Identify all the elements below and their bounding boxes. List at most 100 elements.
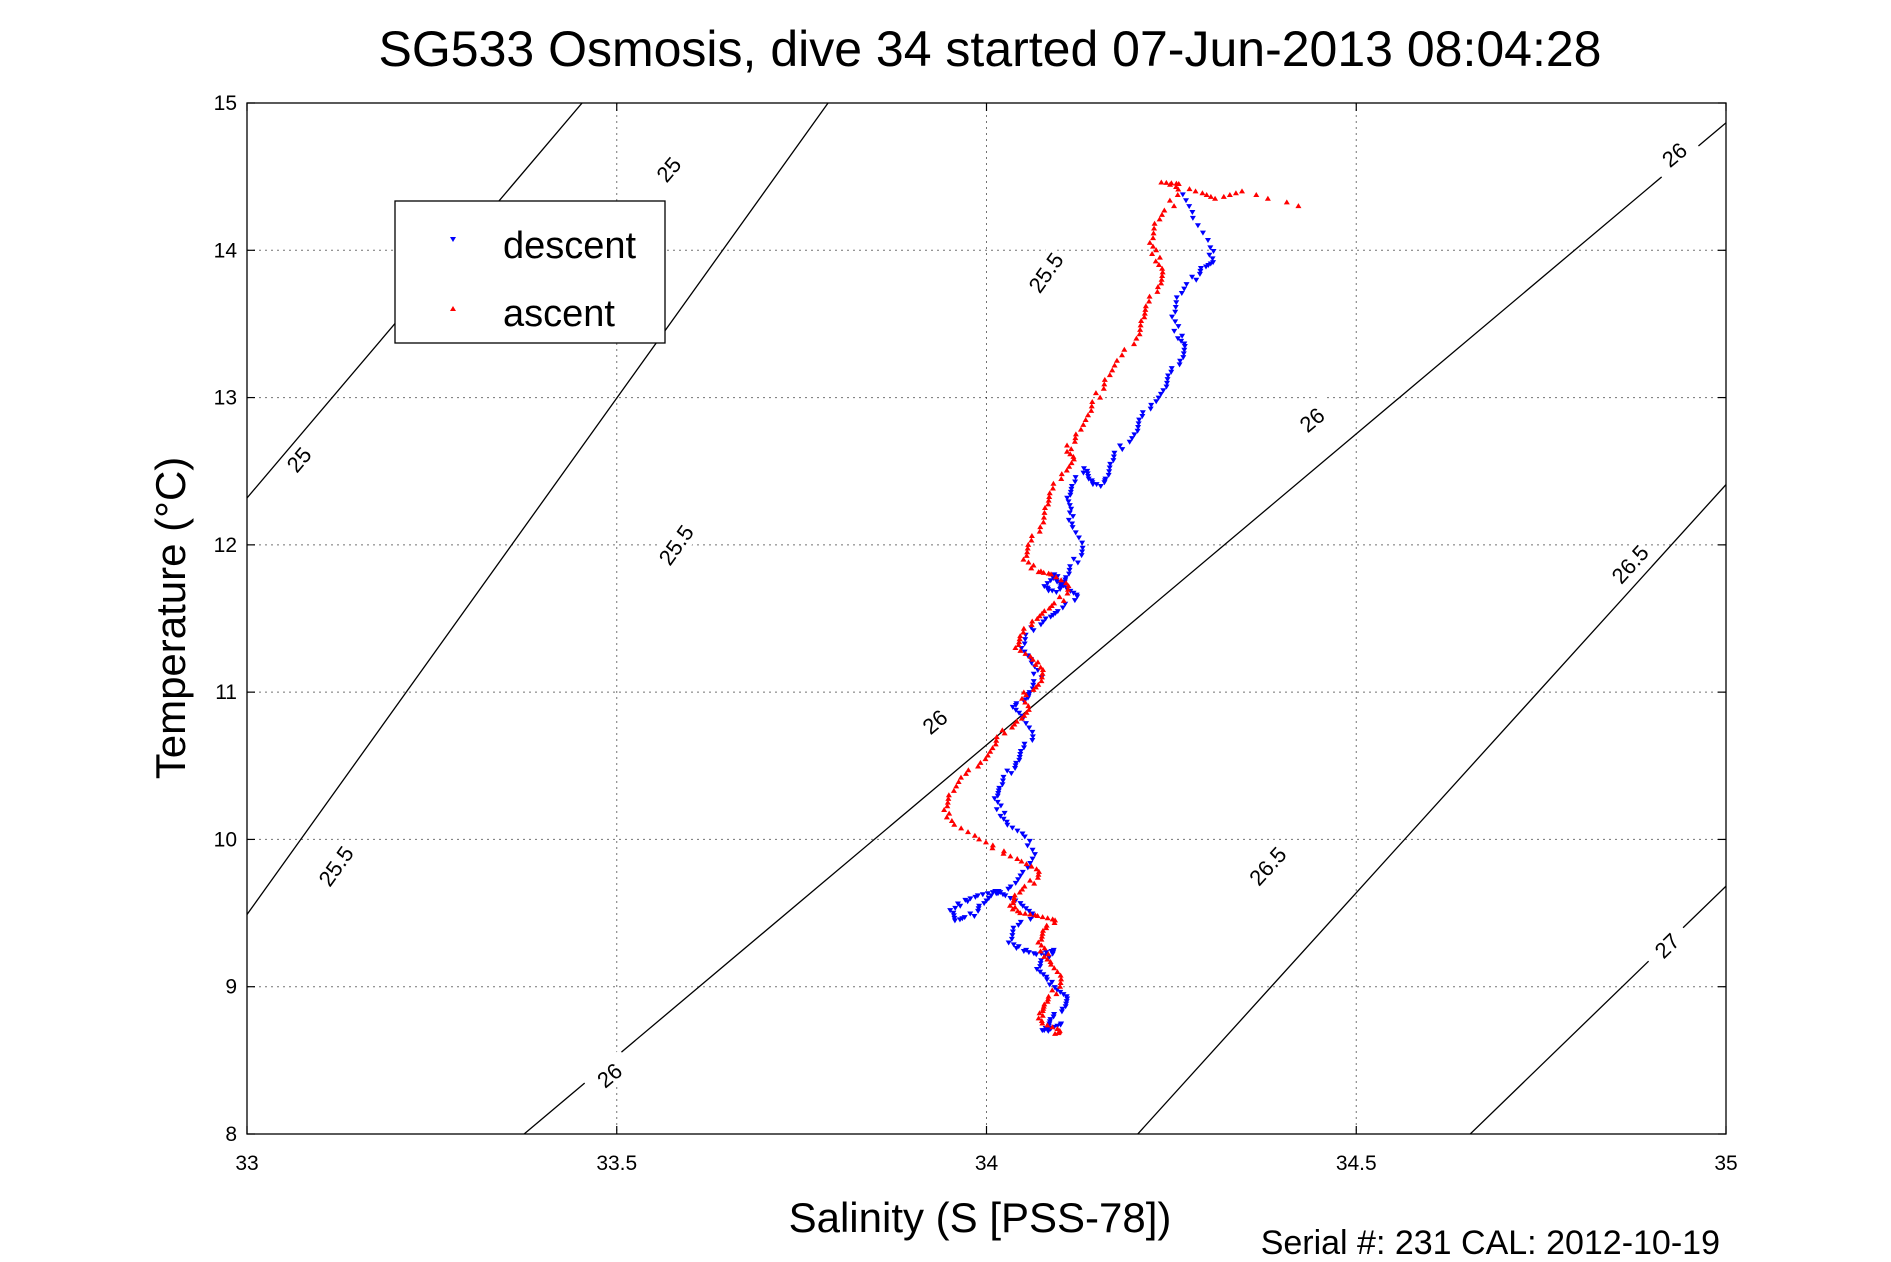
- descent-point: [956, 917, 963, 923]
- ascent-point: [1048, 961, 1055, 967]
- descent-point: [1153, 399, 1160, 405]
- ascent-point: [1153, 247, 1160, 253]
- descent-point: [1014, 828, 1021, 834]
- ascent-point: [989, 745, 996, 751]
- ascent-point: [1024, 549, 1031, 555]
- ascent-point: [1023, 692, 1030, 698]
- ascent-point: [1159, 269, 1166, 275]
- ascent-point: [1024, 545, 1031, 551]
- descent-point: [1193, 277, 1200, 283]
- descent-point: [1033, 952, 1040, 958]
- descent-point: [1084, 468, 1091, 474]
- ascent-point: [1121, 346, 1128, 352]
- ascent-point: [1151, 225, 1158, 231]
- descent-point: [981, 901, 988, 907]
- x-tick-label: 33.5: [596, 1152, 637, 1175]
- ascent-point: [1053, 574, 1060, 580]
- descent-point: [1010, 925, 1017, 931]
- descent-point: [1057, 989, 1064, 995]
- ascent-point: [1151, 220, 1158, 226]
- ascent-point: [1028, 622, 1035, 628]
- descent-point: [1172, 319, 1179, 325]
- ascent-point: [1152, 258, 1159, 264]
- ascent-point: [1058, 577, 1065, 583]
- descent-point: [1031, 852, 1038, 858]
- descent-point: [1064, 495, 1071, 501]
- y-tick-label: 9: [225, 976, 237, 999]
- ascent-point: [1027, 911, 1034, 917]
- descent-point: [1075, 535, 1082, 541]
- ascent-point: [1036, 613, 1043, 619]
- ascent-point: [1021, 883, 1028, 889]
- descent-point: [1037, 964, 1044, 970]
- descent-point: [1135, 421, 1142, 427]
- ascent-point: [1163, 179, 1170, 185]
- descent-point: [1005, 940, 1012, 946]
- contour-label-bg: [1640, 919, 1694, 972]
- ascent-point: [1016, 889, 1023, 895]
- ascent-point: [945, 792, 952, 798]
- ascent-point: [1041, 953, 1048, 959]
- ascent-point: [1023, 861, 1030, 867]
- descent-point: [1050, 1014, 1057, 1020]
- descent-point: [999, 778, 1006, 784]
- ascent-point: [946, 810, 953, 816]
- isopycnal-26.5: [1136, 483, 1726, 1134]
- ascent-point: [1077, 426, 1084, 432]
- ascent-point: [984, 752, 991, 758]
- descent-point: [1051, 985, 1058, 991]
- ascent-point: [1001, 730, 1008, 736]
- descent-point: [1165, 373, 1172, 379]
- descent-point: [976, 903, 983, 909]
- ascent-point: [1150, 235, 1157, 241]
- ascent-point: [1138, 317, 1145, 323]
- ascent-point: [1019, 886, 1026, 892]
- descent-point: [1067, 492, 1074, 498]
- descent-point: [1070, 556, 1077, 562]
- descent-point: [1057, 587, 1064, 593]
- contour-label-bg: [1647, 129, 1701, 180]
- ascent-point: [1041, 509, 1048, 515]
- descent-point: [1059, 1006, 1066, 1012]
- legend-ascent-label: ascent: [503, 293, 615, 335]
- ascent-point: [1048, 571, 1055, 577]
- ascent-point: [1039, 930, 1046, 936]
- descent-point: [1180, 351, 1187, 357]
- descent-point: [1070, 590, 1077, 596]
- descent-point: [1026, 908, 1033, 914]
- descent-point: [1049, 979, 1056, 985]
- ascent-point: [1011, 894, 1018, 900]
- descent-point: [1065, 517, 1072, 523]
- ascent-point: [1040, 1005, 1047, 1011]
- ascent-point: [1038, 678, 1045, 684]
- ascent-point: [1020, 629, 1027, 635]
- descent-point: [1009, 704, 1016, 710]
- descent-point: [1012, 707, 1019, 713]
- ascent-point: [1000, 850, 1007, 856]
- descent-point: [1019, 831, 1026, 837]
- descent-point: [1202, 264, 1209, 270]
- descent-point: [999, 782, 1006, 788]
- ascent-point: [1166, 197, 1173, 203]
- descent-point: [1026, 725, 1033, 731]
- ascent-point: [1028, 565, 1035, 571]
- descent-point: [1044, 585, 1051, 591]
- descent-point: [1074, 560, 1081, 566]
- descent-point: [1022, 637, 1029, 643]
- ascent-point: [1063, 467, 1070, 473]
- ascent-point: [1037, 948, 1044, 954]
- ascent-point: [1067, 451, 1074, 457]
- descent-point: [1022, 721, 1029, 727]
- descent-point: [952, 905, 959, 911]
- ascent-point: [1101, 376, 1108, 382]
- ascent-point: [1015, 642, 1022, 648]
- ascent-point: [1038, 674, 1045, 680]
- ascent-point: [1046, 490, 1053, 496]
- descent-point: [1030, 682, 1037, 688]
- ascent-point: [1092, 390, 1099, 396]
- ascent-point: [1106, 372, 1113, 378]
- ascent-point: [1109, 367, 1116, 373]
- ascent-point: [1033, 866, 1040, 872]
- descent-point: [1065, 499, 1072, 505]
- descent-point: [1022, 906, 1029, 912]
